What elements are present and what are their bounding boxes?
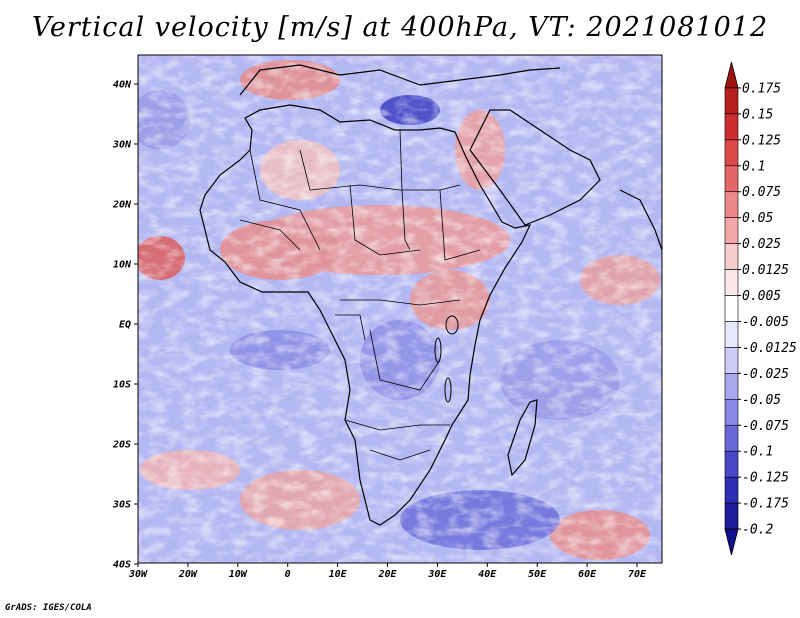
colorbar-swatch (724, 450, 739, 478)
colorbar-label: -0.125 (742, 471, 789, 486)
madagascar-coastline (507, 399, 538, 477)
colorbar-arrow-top (724, 61, 739, 89)
colorbar-label: 0.05 (742, 211, 773, 226)
colorbar-swatch (724, 139, 739, 167)
chart-title: Vertical velocity [m/s] at 400hPa, VT: 2… (31, 12, 769, 43)
colorbar-swatch (724, 191, 739, 218)
colorbar-swatch (724, 243, 739, 270)
lakes (434, 315, 459, 403)
latitude-axis: 40N 30N 20N 10N EQ 10S 20S 30S 40S (112, 80, 138, 571)
colorbar-swatch (724, 87, 739, 115)
arabia-coastline (469, 109, 601, 226)
lat-label: EQ (119, 320, 131, 331)
lon-label: 70E (628, 569, 647, 580)
colorbar-label: -0.0125 (742, 341, 797, 356)
lon-label: 60E (578, 569, 597, 580)
lon-label: 20W (178, 569, 198, 580)
colorbar-swatch (724, 217, 739, 244)
lat-label: 10S (113, 380, 131, 391)
colorbar-label: 0.15 (742, 107, 773, 122)
colorbar-swatch (724, 295, 739, 322)
colorbar-label: 0.025 (742, 237, 781, 252)
map-frame (137, 54, 663, 564)
colorbar-label: -0.005 (742, 315, 789, 330)
country-borders (239, 129, 481, 461)
lon-label: 10E (329, 569, 348, 580)
colorbar-swatch (724, 502, 739, 530)
india-coastline (619, 189, 662, 251)
lon-label: 40E (478, 569, 497, 580)
colorbar-swatch (724, 321, 739, 348)
lon-label: 10W (229, 569, 248, 580)
colorbar-swatch (724, 399, 739, 426)
colorbar-label: -0.175 (742, 497, 789, 512)
lon-label: 30E (427, 569, 447, 580)
colorbar-swatch (724, 165, 739, 193)
colorbar-swatch (724, 113, 739, 141)
colorbar-label: -0.1 (742, 445, 773, 460)
colorbar-label: -0.025 (742, 367, 789, 382)
colorbar-swatch (724, 373, 739, 400)
colorbar-label: 0.075 (742, 185, 781, 200)
colorbar-label: -0.2 (742, 523, 773, 538)
colorbar-swatch (724, 347, 739, 374)
colorbar-swatch (724, 476, 739, 504)
lon-label: 0 (285, 569, 291, 580)
lat-label: 30N (112, 140, 132, 151)
colorbar-label: 0.125 (742, 133, 781, 148)
lat-label: 40N (113, 80, 132, 91)
colorbar-label: 0.175 (742, 81, 781, 96)
colorbar-swatch (724, 269, 739, 296)
lat-label: 20S (112, 440, 131, 451)
lat-label: 10N (113, 260, 132, 271)
lat-label: 30S (112, 500, 131, 511)
coastlines (199, 64, 662, 526)
europe-coastline (239, 64, 561, 96)
map-field (138, 55, 662, 563)
longitude-axis: 30W 20W 10W 0 10E 20E 30E 40E 50E 60E 70E (128, 563, 647, 580)
colorbar-label: 0.0125 (742, 263, 789, 278)
lat-label: 20N (112, 200, 132, 211)
colorbar-label: 0.1 (742, 159, 765, 174)
lon-label: 20E (377, 569, 397, 580)
colorbar-label: 0.005 (742, 289, 781, 304)
colorbar-label: -0.05 (742, 393, 781, 408)
colorbar-swatch (724, 424, 739, 452)
lat-label: 40S (113, 560, 131, 571)
credit-label: GrADS: IGES/COLA (5, 603, 92, 613)
lon-label: 30W (128, 569, 148, 580)
lon-label: 50E (528, 569, 547, 580)
colorbar-label: -0.075 (742, 419, 789, 434)
colorbar-arrow-bottom (724, 528, 739, 556)
colorbar: 0.175 0.15 0.125 0.1 0.075 0.05 0.025 0.0125 0.0… (724, 61, 797, 556)
africa-coastline (199, 104, 532, 526)
